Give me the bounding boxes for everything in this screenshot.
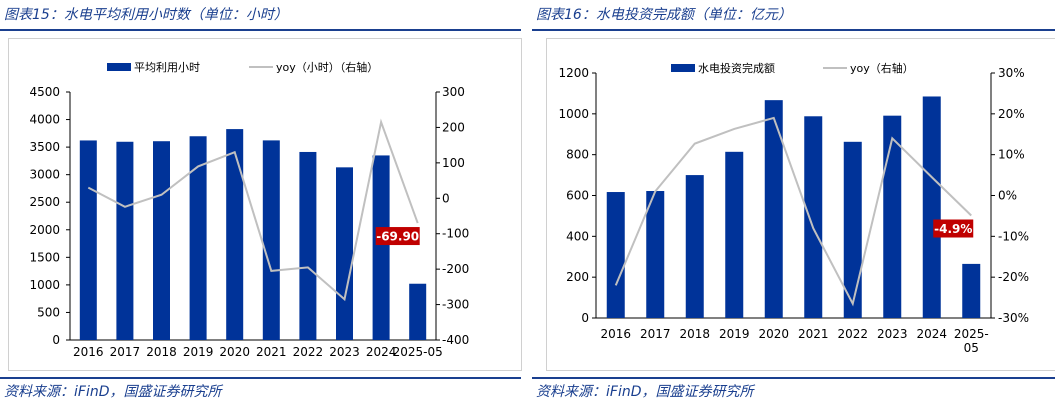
right-panel: 图表16：水电投资完成额（单位：亿元） 0 200 400 600 800 1000 120…: [532, 0, 1055, 404]
y-tick-label: 0: [52, 333, 60, 347]
x-tick-label: 2017: [110, 345, 141, 359]
left-chart-frame: 0 500 1000 1500 2000 2500 3000 3500 4000 4500 -400…: [8, 38, 522, 371]
x-tick-label: 2019: [183, 345, 214, 359]
y2-tick-label: 0: [442, 191, 450, 205]
y-tick-label: 1000: [558, 107, 589, 121]
bar: [372, 155, 390, 340]
y-tick-label: 2500: [29, 195, 60, 209]
y2-tick-label: 20%: [998, 107, 1025, 121]
legend-bar-label: 水电投资完成额: [698, 61, 775, 75]
x-tick-label: 2025-05: [393, 345, 443, 359]
y2-tick-label: 100: [442, 156, 465, 170]
legend-bar-swatch: [671, 64, 695, 72]
right-chart: 0 200 400 600 800 1000 1200 -30% -20% -10% 0% 10% 20…: [558, 61, 1029, 355]
right-source-rule: [532, 377, 1055, 379]
y-tick-label: 3500: [29, 140, 60, 154]
bar: [299, 151, 317, 340]
y2-tick-label: -10%: [998, 229, 1029, 243]
right-title-rule: [532, 29, 1055, 31]
bar: [116, 141, 134, 340]
bar: [226, 129, 244, 340]
bar: [409, 283, 427, 340]
x-tick-label: 05: [964, 341, 979, 355]
y-tick-label: 4000: [29, 113, 60, 127]
bar: [922, 96, 941, 318]
bar: [189, 136, 207, 340]
bar: [685, 175, 704, 318]
right-chart-title: 图表16：水电投资完成额（单位：亿元）: [536, 7, 792, 23]
x-tick-label: 2020: [758, 327, 789, 341]
y2-tick-label: 300: [442, 85, 465, 99]
y-tick-label: 0: [581, 311, 589, 325]
y2-tick-label: -30%: [998, 311, 1029, 325]
x-tick-label: 2016: [600, 327, 631, 341]
x-tick-label: 2022: [293, 345, 324, 359]
bar: [646, 191, 665, 318]
y-tick-label: 600: [566, 189, 589, 203]
left-chart-title: 图表15：水电平均利用小时数（单位：小时）: [4, 7, 288, 23]
right-source-note: 资料来源：iFinD，国盛证券研究所: [536, 384, 754, 400]
legend-line-label: yoy（右轴）: [850, 61, 914, 75]
bar: [962, 263, 981, 318]
bar: [764, 100, 783, 318]
bar: [843, 141, 862, 318]
bar: [336, 167, 353, 340]
y2-tick-label: 0%: [998, 189, 1017, 203]
y-tick-label: 3000: [29, 168, 60, 182]
y-tick-label: 400: [566, 229, 589, 243]
x-tick-label: 2023: [329, 345, 360, 359]
yoy-value-label: -69.90: [376, 230, 419, 244]
x-tick-label: 2024: [916, 327, 947, 341]
x-tick-label: 2017: [640, 327, 671, 341]
right-chart-frame: 0 200 400 600 800 1000 1200 -30% -20% -10% 0% 10% 20…: [546, 38, 1055, 371]
legend-line-label: yoy（小时）（右轴）: [276, 60, 378, 74]
y-tick-label: 200: [566, 270, 589, 284]
yoy-line: [614, 116, 972, 307]
y-tick-label: 1500: [29, 250, 60, 264]
legend-bar-label: 平均利用小时: [134, 61, 200, 74]
left-source-rule: [0, 377, 521, 379]
left-panel: 图表15：水电平均利用小时数（单位：小时） 0 500 1000 1500 2000 25…: [0, 0, 522, 404]
y2-tick-label: 30%: [998, 66, 1025, 80]
y2-tick-label: -100: [442, 227, 469, 241]
bar: [804, 116, 823, 319]
x-tick-label: 2018: [146, 345, 177, 359]
x-tick-label: 2020: [219, 345, 250, 359]
y-tick-label: 1200: [558, 66, 589, 80]
bar: [153, 141, 170, 340]
left-source-note: 资料来源：iFinD，国盛证券研究所: [4, 384, 222, 400]
bar: [79, 140, 97, 340]
bar: [606, 192, 625, 318]
y-tick-label: 4500: [29, 85, 60, 99]
yoy-value-label-box: [375, 227, 420, 246]
bar: [883, 115, 902, 318]
x-tick-label: 2016: [73, 345, 104, 359]
y2-tick-label: -300: [442, 298, 469, 312]
x-tick-label: 2021: [798, 327, 829, 341]
y2-tick-label: -200: [442, 262, 469, 276]
y2-tick-label: -20%: [998, 270, 1029, 284]
x-tick-label: 2019: [719, 327, 750, 341]
y2-tick-label: 10%: [998, 148, 1025, 162]
bar: [262, 140, 280, 340]
y-tick-label: 2000: [29, 223, 60, 237]
x-tick-label: 2023: [877, 327, 908, 341]
bar: [725, 151, 744, 318]
yoy-value-label: -4.9%: [934, 222, 972, 236]
y-tick-label: 1000: [29, 278, 60, 292]
yoy-value-label-box: [933, 219, 974, 238]
x-tick-label: 2022: [837, 327, 868, 341]
y-tick-label: 800: [566, 148, 589, 162]
yoy-line: [87, 118, 419, 302]
y2-tick-label: -400: [442, 333, 469, 347]
legend-bar-swatch: [107, 63, 131, 71]
left-chart: 050010001500200025003000350040004500-400…: [29, 60, 469, 359]
left-title-rule: [0, 29, 521, 31]
y2-tick-label: 200: [442, 120, 465, 134]
y-tick-label: 500: [37, 305, 60, 319]
x-tick-label: 2025-: [954, 327, 989, 341]
x-tick-label: 2018: [679, 327, 710, 341]
x-tick-label: 2021: [256, 345, 287, 359]
x-tick-label: 2024: [366, 345, 397, 359]
